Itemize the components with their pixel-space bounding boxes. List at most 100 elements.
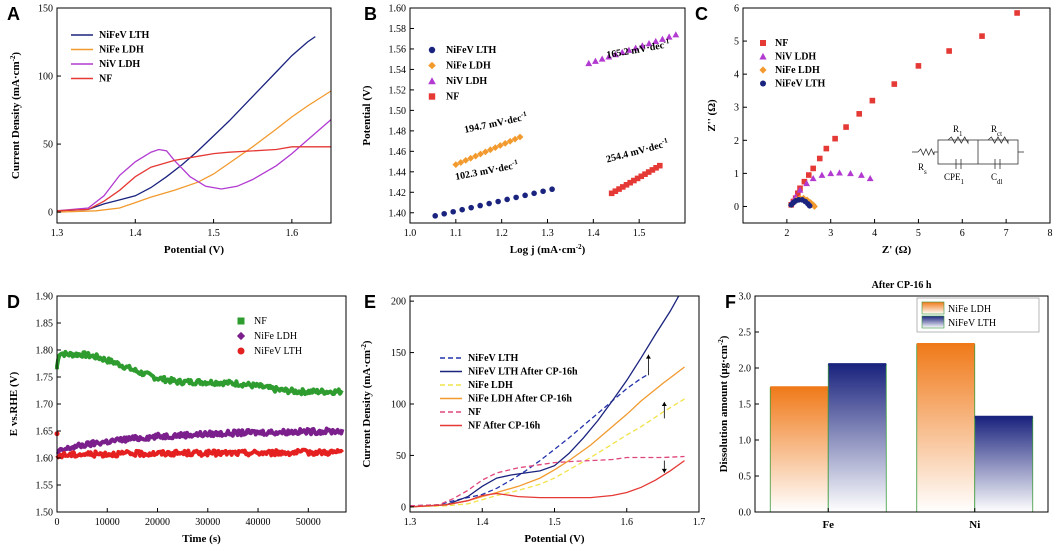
panel-letter-C: C <box>695 4 708 24</box>
y-tick-label: 1.46 <box>389 147 407 158</box>
y-tick-label: 0 <box>48 208 53 219</box>
data-point <box>467 154 475 162</box>
data-point <box>642 171 648 177</box>
bar <box>827 363 887 513</box>
data-point <box>946 48 952 54</box>
x-axis-title: Z' (Ω) <box>882 244 912 256</box>
y-tick-label: 1.70 <box>36 400 54 411</box>
legend-label: NF After CP-16h <box>468 421 541 432</box>
x-tick-label: 3 <box>828 228 833 239</box>
y-axis-title: Potential (V) <box>361 85 373 146</box>
y-tick-label: 3 <box>734 103 739 114</box>
legend-label: NiV LDH <box>775 52 816 63</box>
data-point <box>237 317 245 325</box>
legend-label: NiFeV LTH <box>468 353 519 364</box>
y-tick-label: 1.58 <box>389 24 407 35</box>
data-point <box>495 198 501 205</box>
x-tick-label: 7 <box>1004 228 1009 239</box>
y-tick-label: 1.65 <box>36 427 54 438</box>
data-point <box>653 164 659 171</box>
data-point <box>760 80 766 87</box>
panel-f: F After CP-16 h Fe Ni 0.0 0.5 1.0 1.5 2.0 2.5 3.0 D… <box>717 280 1049 531</box>
series-line <box>55 349 344 397</box>
data-point <box>634 175 641 182</box>
data-point <box>452 161 460 169</box>
data-point <box>665 33 673 40</box>
y-tick-label: 50 <box>396 451 406 462</box>
legend-label: NiFe LDH <box>446 61 491 72</box>
data-point <box>803 179 810 187</box>
data-point <box>522 192 528 199</box>
x-axis-title: Log j (mA·cm-2) <box>510 243 586 256</box>
data-point <box>482 148 489 156</box>
panel-letter-E: E <box>364 292 376 312</box>
x-tick-label: 10000 <box>95 517 120 528</box>
data-point <box>428 77 436 85</box>
data-point <box>836 169 843 176</box>
data-point <box>827 169 835 177</box>
data-point <box>759 66 767 74</box>
y-tick-label: 1.50 <box>389 106 407 117</box>
data-point <box>795 190 801 197</box>
data-point <box>477 202 483 209</box>
y-tick-label: 100 <box>391 400 406 411</box>
y-tick-label: 1.80 <box>36 346 54 357</box>
x-tick-label: 1.5 <box>548 517 561 528</box>
x-tick-label: 4 <box>872 228 877 239</box>
legend-label: NiFeV LTH <box>254 346 302 357</box>
y-tick-label: 0.0 <box>739 508 752 519</box>
y-tick-label: 2.5 <box>739 328 752 339</box>
series-line <box>56 90 332 213</box>
data-point <box>656 162 663 169</box>
legend-label: NiFe LDH <box>99 45 144 56</box>
data-point <box>645 40 653 47</box>
x-tick-label: 8 <box>1048 228 1053 239</box>
arrow-head <box>661 468 667 473</box>
data-point <box>496 142 504 149</box>
legend-label: NiFeV LTH <box>99 30 150 41</box>
series-line <box>55 447 344 460</box>
legend-label: NiFeV LTH After CP-16h <box>468 367 578 378</box>
data-point <box>540 188 546 195</box>
x-axis-title: Potential (V) <box>524 533 585 545</box>
x-tick-label: 1.2 <box>495 228 508 239</box>
data-point <box>631 177 637 184</box>
data-point <box>472 152 479 160</box>
panel-letter-B: B <box>364 4 377 24</box>
x-tick-label: 1.5 <box>633 228 646 239</box>
x-axis-title: Time (s) <box>182 533 221 545</box>
x-tick-label: 1.7 <box>693 517 706 528</box>
data-point <box>796 186 804 193</box>
data-point <box>504 196 510 203</box>
data-point <box>486 200 492 207</box>
y-tick-label: 1.44 <box>389 167 407 178</box>
series-line <box>55 426 345 455</box>
x-tick-label: 1.4 <box>476 517 489 528</box>
y-tick-label: 1.75 <box>36 373 54 384</box>
data-point <box>457 159 465 166</box>
series-line <box>410 460 685 508</box>
data-point <box>516 133 524 141</box>
legend-label: NF <box>446 92 459 103</box>
series-line <box>410 398 685 508</box>
series-line <box>410 455 685 507</box>
chart-title: After CP-16 h <box>872 280 932 291</box>
plot-frame <box>56 295 347 513</box>
y-tick-label: 1.85 <box>36 319 54 330</box>
data-point <box>237 347 245 355</box>
data-point <box>598 55 606 62</box>
legend-label: NiFeV LTH <box>775 79 826 90</box>
y-tick-label: 1.52 <box>389 85 407 96</box>
legend-label: NiFe LDH <box>254 331 297 342</box>
legend-swatch <box>921 315 945 329</box>
data-point <box>638 173 645 180</box>
plot-frame <box>409 7 686 224</box>
y-tick-label: 1.90 <box>36 292 54 303</box>
data-point <box>616 186 622 192</box>
panel-d: D 0 10000 20000 30000 40000 50000 1.50 1.55 1.60 1… <box>7 292 347 545</box>
x-tick-label: 2 <box>784 228 789 239</box>
x-tick-label: 1.4 <box>129 228 142 239</box>
x-tick-label: 1.6 <box>286 228 299 239</box>
category-label: Ni <box>969 519 980 531</box>
y-tick-label: 150 <box>391 348 406 359</box>
